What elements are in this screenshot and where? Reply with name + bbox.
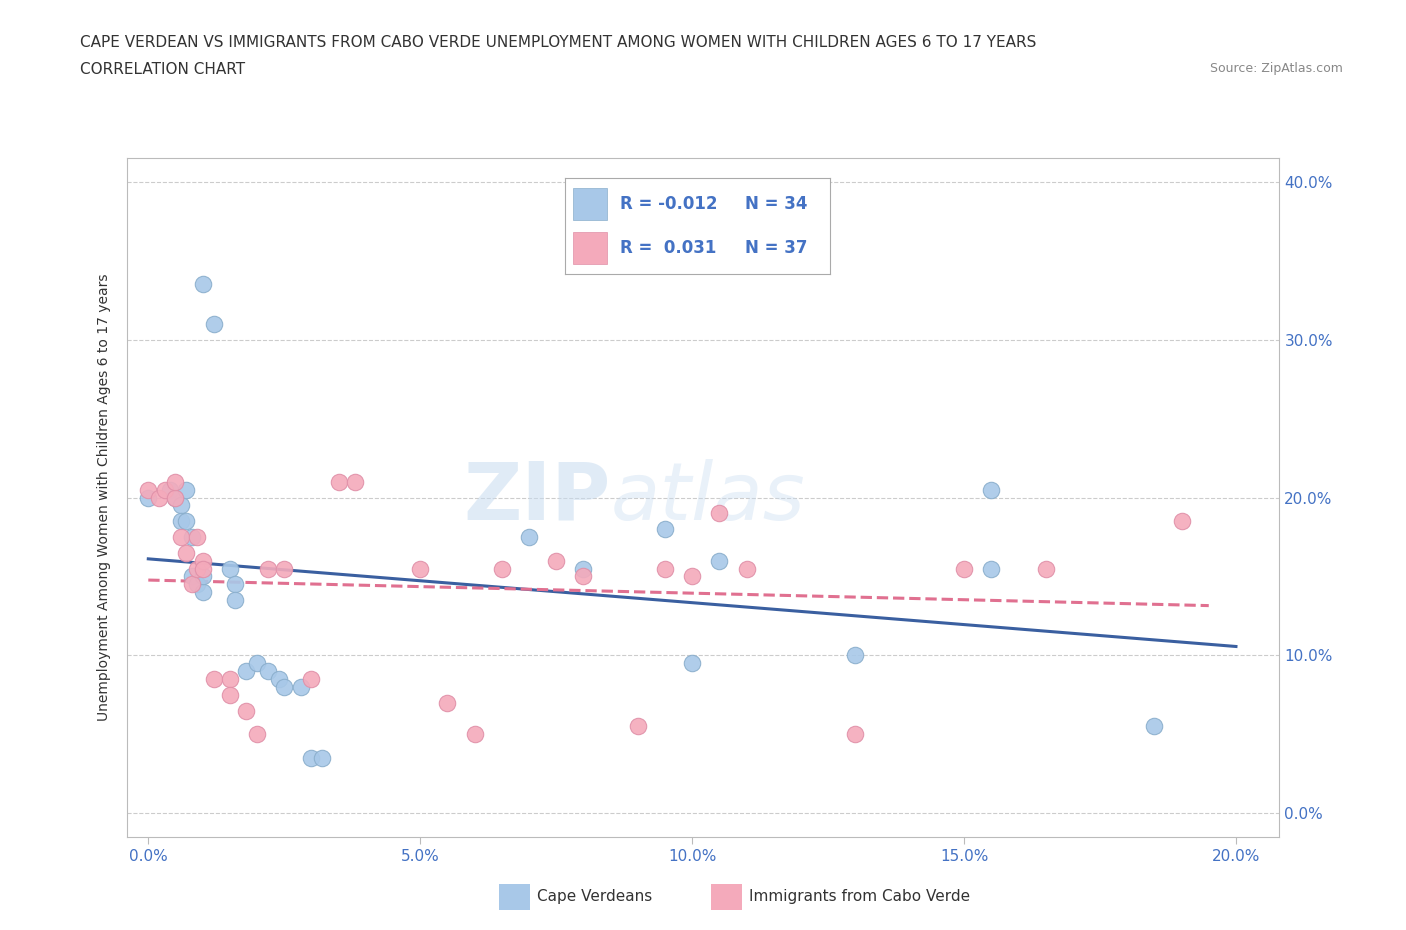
Point <box>186 577 208 591</box>
Point <box>191 569 214 584</box>
Point <box>165 490 187 505</box>
Point <box>627 719 650 734</box>
Point <box>176 513 198 528</box>
Text: N = 34: N = 34 <box>745 195 807 213</box>
Point <box>176 545 198 560</box>
Text: ZIP: ZIP <box>464 458 610 537</box>
Point <box>1035 561 1057 576</box>
Point <box>191 585 214 600</box>
Y-axis label: Unemployment Among Women with Children Ages 6 to 17 years: Unemployment Among Women with Children A… <box>97 273 111 722</box>
Text: CAPE VERDEAN VS IMMIGRANTS FROM CABO VERDE UNEMPLOYMENT AMONG WOMEN WITH CHILDRE: CAPE VERDEAN VS IMMIGRANTS FROM CABO VER… <box>80 35 1036 50</box>
Point <box>844 727 866 742</box>
Point <box>953 561 976 576</box>
Point <box>191 561 214 576</box>
Point <box>654 522 676 537</box>
Point <box>165 474 187 489</box>
Point <box>290 680 312 695</box>
Point <box>224 592 246 607</box>
Point <box>235 703 257 718</box>
Point <box>191 277 214 292</box>
Point <box>980 483 1002 498</box>
Point <box>343 474 366 489</box>
Point <box>180 577 202 591</box>
Point <box>709 553 731 568</box>
Point <box>1170 513 1192 528</box>
Point <box>273 680 295 695</box>
Point <box>136 490 159 505</box>
Point <box>654 561 676 576</box>
Point <box>148 490 170 505</box>
Point <box>572 569 595 584</box>
Point <box>464 727 486 742</box>
Point <box>191 553 214 568</box>
Point <box>202 671 225 686</box>
Point <box>1143 719 1166 734</box>
Point <box>246 656 269 671</box>
Point <box>159 483 181 498</box>
Point <box>202 316 225 331</box>
Text: CORRELATION CHART: CORRELATION CHART <box>80 62 245 77</box>
Point <box>517 529 540 544</box>
Text: N = 37: N = 37 <box>745 239 807 257</box>
Point <box>180 529 202 544</box>
Point <box>546 553 568 568</box>
Point <box>165 490 187 505</box>
Point <box>436 696 458 711</box>
Point <box>301 671 323 686</box>
Point <box>218 671 240 686</box>
Point <box>709 506 731 521</box>
Point <box>136 483 159 498</box>
Text: Cape Verdeans: Cape Verdeans <box>537 889 652 904</box>
Point <box>170 498 193 512</box>
Point <box>681 569 703 584</box>
Point <box>218 687 240 702</box>
Point <box>273 561 295 576</box>
Text: Source: ZipAtlas.com: Source: ZipAtlas.com <box>1209 62 1343 75</box>
Point <box>170 529 193 544</box>
Point <box>257 664 280 679</box>
FancyBboxPatch shape <box>572 188 607 220</box>
Point <box>311 751 333 765</box>
Text: atlas: atlas <box>610 458 806 537</box>
Point <box>176 483 198 498</box>
Point <box>153 483 176 498</box>
Text: R =  0.031: R = 0.031 <box>620 239 717 257</box>
Point <box>572 561 595 576</box>
Point <box>186 529 208 544</box>
Point <box>218 561 240 576</box>
Point <box>735 561 758 576</box>
Point <box>328 474 350 489</box>
FancyBboxPatch shape <box>572 232 607 264</box>
Point <box>681 656 703 671</box>
Text: R = -0.012: R = -0.012 <box>620 195 718 213</box>
Point <box>267 671 290 686</box>
Point <box>235 664 257 679</box>
Point <box>186 561 208 576</box>
Text: Immigrants from Cabo Verde: Immigrants from Cabo Verde <box>749 889 970 904</box>
Point <box>491 561 513 576</box>
Point <box>257 561 280 576</box>
Point <box>170 513 193 528</box>
Point <box>246 727 269 742</box>
Point <box>980 561 1002 576</box>
Point <box>301 751 323 765</box>
Point <box>844 648 866 663</box>
Point <box>180 569 202 584</box>
Point <box>224 577 246 591</box>
Point <box>409 561 432 576</box>
